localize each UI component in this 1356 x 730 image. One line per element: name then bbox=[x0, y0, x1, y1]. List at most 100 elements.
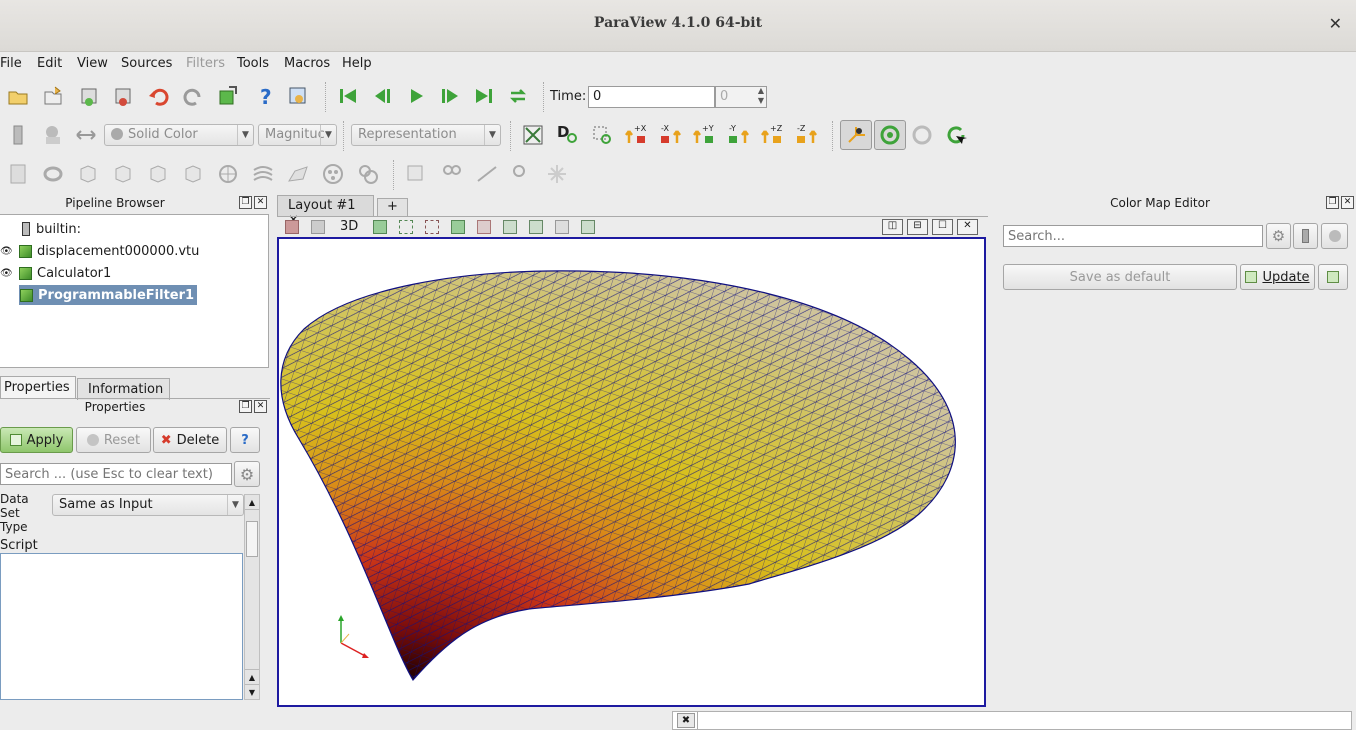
disconnect-icon[interactable] bbox=[111, 84, 135, 108]
close-window-button[interactable]: ✕ bbox=[1328, 14, 1342, 33]
pipeline-item-calculator1[interactable]: 👁 Calculator1 bbox=[0, 263, 111, 283]
menu-help[interactable]: Help bbox=[342, 56, 372, 71]
contour-icon[interactable] bbox=[41, 162, 65, 186]
menu-filters[interactable]: Filters bbox=[186, 56, 225, 71]
advanced-properties-gear-button[interactable]: ⚙ bbox=[234, 461, 260, 487]
menu-edit[interactable]: Edit bbox=[37, 56, 63, 71]
glyph-icon[interactable] bbox=[216, 162, 240, 186]
calculator-icon[interactable] bbox=[6, 162, 30, 186]
previous-frame-icon[interactable] bbox=[370, 84, 394, 108]
loop-icon[interactable] bbox=[506, 84, 530, 108]
color-legend-toggle-button[interactable] bbox=[1293, 223, 1318, 249]
split-horizontal-icon[interactable]: ◫ bbox=[882, 219, 903, 235]
color-by-select[interactable]: Solid Color ▼ bbox=[104, 124, 254, 146]
view-minus-y-icon[interactable]: -Y bbox=[726, 122, 750, 146]
spin-arrows-icon[interactable]: ▲ ▼ bbox=[757, 86, 764, 105]
color-map-options-button[interactable] bbox=[1321, 223, 1348, 249]
clear-status-icon[interactable]: ✖ bbox=[677, 713, 695, 728]
view-minus-x-icon[interactable]: -X bbox=[658, 122, 682, 146]
grow-selection-icon[interactable] bbox=[581, 220, 595, 234]
menu-view[interactable]: View bbox=[77, 56, 108, 71]
update-button[interactable]: Update bbox=[1240, 264, 1315, 290]
pipeline-item-programmablefilter1[interactable]: ProgrammableFilter1 bbox=[19, 285, 198, 305]
close-panel-icon[interactable]: ✕ bbox=[254, 400, 267, 413]
pipeline-item-builtin[interactable]: builtin: bbox=[22, 219, 81, 239]
view-plus-x-icon[interactable]: +X bbox=[624, 122, 648, 146]
view-minus-z-icon[interactable]: -Z bbox=[794, 122, 818, 146]
eye-icon[interactable]: 👁 bbox=[0, 267, 13, 279]
properties-search-input[interactable] bbox=[0, 463, 232, 485]
float-panel-icon[interactable]: ❐ bbox=[239, 196, 252, 209]
component-select[interactable]: Magnituc ▼ bbox=[258, 124, 337, 146]
plot-over-line-icon[interactable] bbox=[475, 162, 499, 186]
dataset-type-select[interactable]: Same as Input ▼ bbox=[52, 494, 244, 516]
close-panel-icon[interactable]: ✕ bbox=[254, 196, 267, 209]
warp-by-vector-icon[interactable] bbox=[286, 162, 310, 186]
rotate-icon[interactable] bbox=[944, 123, 968, 147]
next-frame-icon[interactable] bbox=[438, 84, 462, 108]
connect-icon[interactable] bbox=[77, 84, 101, 108]
float-panel-icon[interactable]: ❐ bbox=[1326, 196, 1339, 209]
find-data-icon[interactable] bbox=[286, 84, 310, 108]
extract-selection-icon[interactable] bbox=[404, 162, 428, 186]
help-icon[interactable]: ? bbox=[253, 84, 277, 108]
last-frame-icon[interactable] bbox=[472, 84, 496, 108]
properties-scrollbar[interactable]: ▲ ▲ ▼ bbox=[244, 494, 260, 700]
script-editor[interactable] bbox=[0, 553, 243, 700]
add-layout-tab[interactable]: + bbox=[377, 198, 408, 216]
properties-help-button[interactable]: ? bbox=[230, 427, 260, 453]
redo-icon[interactable] bbox=[181, 84, 205, 108]
render-view[interactable] bbox=[277, 237, 986, 707]
save-as-default-button[interactable]: Save as default bbox=[1003, 264, 1237, 290]
interaction-mode-icon[interactable] bbox=[311, 220, 325, 234]
time-input[interactable]: 0 bbox=[588, 86, 715, 108]
tab-properties[interactable]: Properties bbox=[0, 376, 76, 398]
reset-camera-icon[interactable] bbox=[521, 123, 545, 147]
stream-tracer-icon[interactable] bbox=[251, 162, 275, 186]
menu-file[interactable]: File bbox=[0, 56, 22, 71]
view-plus-y-icon[interactable]: +Y bbox=[692, 122, 716, 146]
float-panel-icon[interactable]: ❐ bbox=[239, 400, 252, 413]
rescale-range-icon[interactable] bbox=[74, 123, 98, 147]
camera-undo-icon[interactable] bbox=[216, 84, 240, 108]
zoom-to-box-icon[interactable] bbox=[590, 123, 614, 147]
delete-button[interactable]: ✖ Delete bbox=[153, 427, 227, 453]
representation-select[interactable]: Representation ▼ bbox=[351, 124, 501, 146]
extract-subset-icon[interactable] bbox=[181, 162, 205, 186]
probe-icon[interactable] bbox=[545, 162, 569, 186]
slice-icon[interactable] bbox=[111, 162, 135, 186]
play-icon[interactable] bbox=[404, 84, 428, 108]
select-points-on-icon[interactable] bbox=[399, 220, 413, 234]
pipeline-item-displacement[interactable]: 👁 displacement000000.vtu bbox=[0, 241, 199, 261]
split-vertical-icon[interactable]: ⊟ bbox=[907, 219, 928, 235]
reset-center-icon[interactable] bbox=[874, 120, 906, 150]
maximize-view-icon[interactable]: ☐ bbox=[932, 219, 953, 235]
group-datasets-icon[interactable] bbox=[321, 162, 345, 186]
select-cells-through-icon[interactable] bbox=[425, 220, 439, 234]
apply-button[interactable]: Apply bbox=[0, 427, 73, 453]
interactive-select-cells-icon[interactable] bbox=[503, 220, 517, 234]
plot-data-icon[interactable] bbox=[510, 162, 534, 186]
clear-selection-icon[interactable] bbox=[555, 220, 569, 234]
toggle-color-legend-icon[interactable] bbox=[6, 123, 30, 147]
open-file-icon[interactable] bbox=[6, 84, 30, 108]
show-center-axes-icon[interactable] bbox=[840, 120, 872, 150]
tab-information[interactable]: Information bbox=[77, 378, 170, 400]
reset-button[interactable]: Reset bbox=[76, 427, 151, 453]
time-step-spinbox[interactable]: 0 ▲ ▼ bbox=[715, 86, 767, 108]
scroll-up-icon[interactable]: ▲ bbox=[245, 495, 259, 510]
view-plus-z-icon[interactable]: +Z bbox=[760, 122, 784, 146]
close-view-icon[interactable]: ✕ bbox=[957, 219, 978, 235]
undo-icon[interactable] bbox=[147, 84, 171, 108]
interactive-select-points-icon[interactable] bbox=[529, 220, 543, 234]
auto-apply-button[interactable] bbox=[1318, 264, 1348, 290]
first-frame-icon[interactable] bbox=[336, 84, 360, 108]
menu-sources[interactable]: Sources bbox=[121, 56, 173, 71]
tab-layout-1[interactable]: Layout #1 ✕ bbox=[277, 195, 374, 228]
scroll-down-arrow-icon[interactable]: ▲ bbox=[245, 669, 259, 684]
color-map-search-input[interactable] bbox=[1003, 225, 1263, 247]
color-map-gear-button[interactable]: ⚙ bbox=[1266, 223, 1291, 249]
eye-icon[interactable]: 👁 bbox=[0, 245, 13, 257]
select-cells-on-icon[interactable] bbox=[373, 220, 387, 234]
threshold-icon[interactable] bbox=[146, 162, 170, 186]
